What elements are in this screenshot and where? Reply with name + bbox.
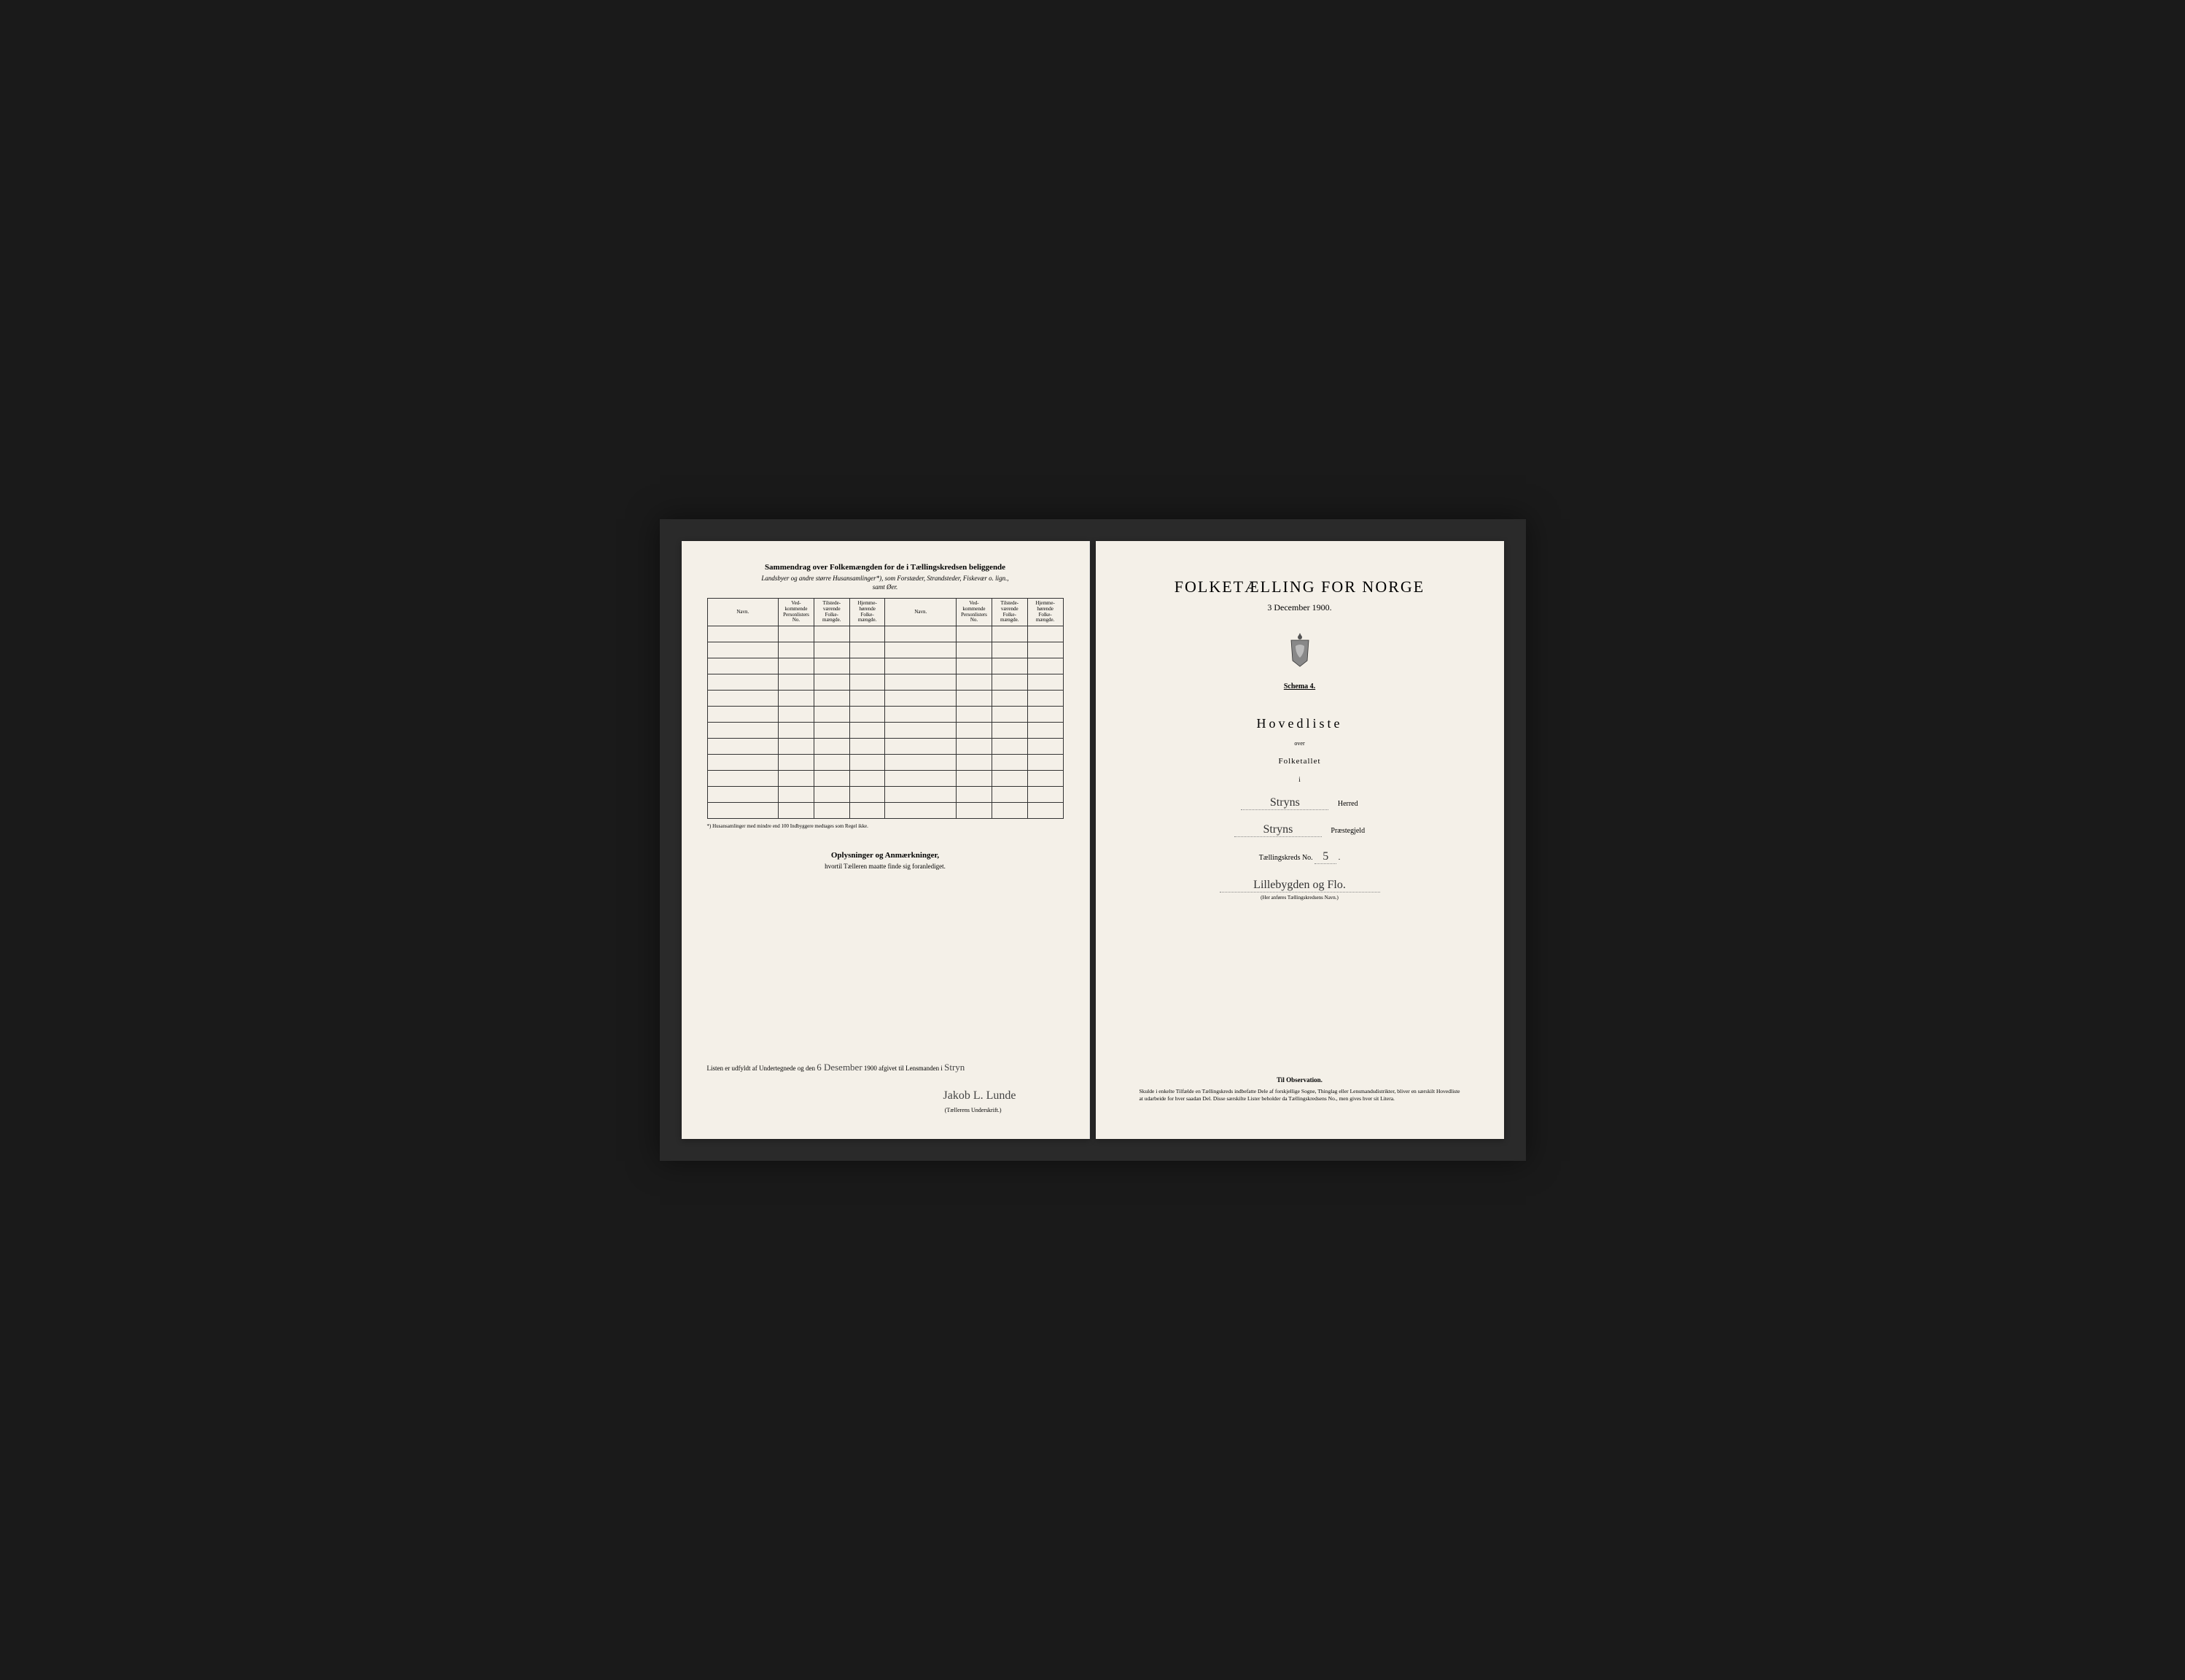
th-navn-1: Navn.	[707, 599, 779, 626]
observation-title: Til Observation.	[1140, 1076, 1460, 1084]
summary-title: Sammendrag over Folkemængden for de i Tæ…	[707, 563, 1064, 572]
fill-date: 6 Desember	[817, 1062, 862, 1073]
praestegjeld-value: Stryns	[1234, 823, 1322, 837]
table-body	[707, 626, 1063, 819]
table-row	[707, 626, 1063, 642]
th-navn-2: Navn.	[885, 599, 957, 626]
kreds-note: (Her anføres Tællingskredsens Navn.)	[1121, 895, 1479, 901]
taellingskreds-suffix: .	[1339, 854, 1341, 862]
hovedliste-title: Hovedliste	[1121, 716, 1479, 731]
over-label: over	[1121, 740, 1479, 747]
census-title: FOLKETÆLLING FOR NORGE	[1121, 578, 1479, 596]
th-tilstede-1: Tilstede-værende Folke-mængde.	[814, 599, 849, 626]
table-row	[707, 771, 1063, 787]
observation-text: Skulde i enkelte Tilfælde en Tællingskre…	[1140, 1088, 1460, 1102]
th-tilstede-2: Tilstede-værende Folke-mængde.	[992, 599, 1027, 626]
table-row	[707, 723, 1063, 739]
th-hjemme-1: Hjemme-hørende Folke-mængde.	[849, 599, 885, 626]
oplysninger-subtitle: hvortil Tælleren maatte finde sig foranl…	[707, 863, 1064, 870]
signature-label: (Tællerens Underskrift.)	[945, 1107, 1002, 1113]
herred-label: Herred	[1338, 800, 1358, 808]
table-row	[707, 803, 1063, 819]
i-label: i	[1121, 776, 1479, 783]
fill-place: Stryn	[944, 1062, 965, 1073]
coat-of-arms-icon	[1285, 631, 1314, 668]
signature: Jakob L. Lunde	[943, 1089, 1016, 1102]
kreds-name: Lillebygden og Flo.	[1220, 879, 1380, 892]
completion-line: Listen er udfyldt af Undertegnede og den…	[707, 1062, 1064, 1073]
census-date: 3 December 1900.	[1121, 602, 1479, 613]
schema-label: Schema 4.	[1121, 682, 1479, 691]
fill-year: 1900	[864, 1065, 879, 1072]
right-page: FOLKETÆLLING FOR NORGE 3 December 1900. …	[1096, 541, 1504, 1139]
th-hjemme-2: Hjemme-hørende Folke-mængde.	[1027, 599, 1063, 626]
table-row	[707, 674, 1063, 691]
herred-value: Stryns	[1241, 796, 1328, 810]
observation-block: Til Observation. Skulde i enkelte Tilfæl…	[1140, 1076, 1460, 1102]
summary-table: Navn. Ved-kommende Personlisters No. Til…	[707, 598, 1064, 819]
table-row	[707, 642, 1063, 658]
table-footnote: *) Husansamlinger med mindre end 100 Ind…	[707, 823, 1064, 829]
taellingskreds-row: Tællingskreds No. 5 .	[1121, 850, 1479, 864]
table-row	[707, 658, 1063, 674]
left-page: Sammendrag over Folkemængden for de i Tæ…	[682, 541, 1090, 1139]
folketallet-label: Folketallet	[1121, 757, 1479, 766]
table-header-row: Navn. Ved-kommende Personlisters No. Til…	[707, 599, 1063, 626]
herred-row: Stryns Herred	[1121, 796, 1479, 810]
fill-prefix: Listen er udfyldt af Undertegnede og den	[707, 1065, 817, 1072]
table-row	[707, 739, 1063, 755]
oplysninger-title: Oplysninger og Anmærkninger,	[707, 851, 1064, 860]
scan-frame: Sammendrag over Folkemængden for de i Tæ…	[660, 519, 1526, 1161]
table-row	[707, 691, 1063, 707]
th-personlister-2: Ved-kommende Personlisters No.	[957, 599, 992, 626]
praestegjeld-row: Stryns Præstegjeld	[1121, 823, 1479, 837]
summary-subtitle-2: samt Øer.	[707, 583, 1064, 591]
taellingskreds-prefix: Tællingskreds No.	[1259, 854, 1314, 862]
summary-subtitle-1: Landsbyer og andre større Husansamlinger…	[707, 575, 1064, 582]
praestegjeld-label: Præstegjeld	[1331, 827, 1365, 835]
th-personlister-1: Ved-kommende Personlisters No.	[779, 599, 814, 626]
table-row	[707, 755, 1063, 771]
table-row	[707, 707, 1063, 723]
taellingskreds-value: 5	[1314, 850, 1336, 864]
fill-middle: afgivet til Lensmanden i	[879, 1065, 944, 1072]
table-row	[707, 787, 1063, 803]
